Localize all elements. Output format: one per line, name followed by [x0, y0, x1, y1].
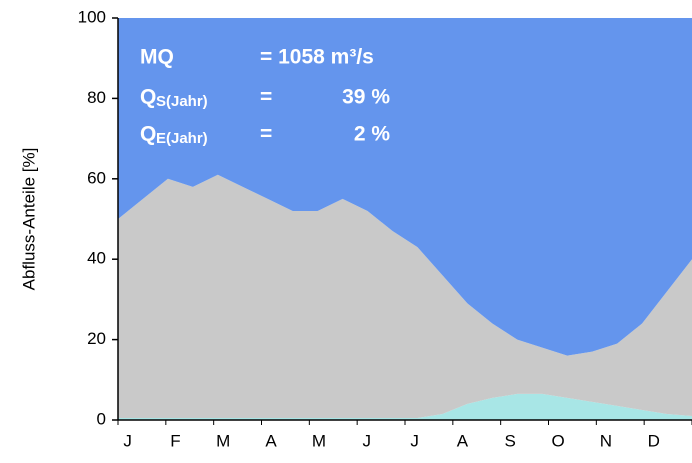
- y-axis-label: Abfluss-Anteile [%]: [19, 148, 38, 291]
- y-tick-label: 40: [87, 249, 106, 268]
- x-tick-label: N: [600, 431, 612, 450]
- annotation-text: = 1058 m³/s: [260, 46, 374, 69]
- x-tick-label: M: [216, 431, 230, 450]
- x-tick-label: D: [648, 431, 660, 450]
- y-tick-label: 0: [97, 409, 106, 428]
- annotation-subscript: E(Jahr): [156, 130, 208, 147]
- y-tick-label: 60: [87, 168, 106, 187]
- y-tick-label: 80: [87, 88, 106, 107]
- annotation-text: =: [260, 86, 272, 109]
- annotation-value: 2 %: [354, 123, 391, 146]
- x-tick-label: S: [505, 431, 516, 450]
- area: [118, 18, 692, 356]
- x-tick-label: J: [410, 431, 419, 450]
- annotation-subscript: S(Jahr): [156, 93, 208, 110]
- x-tick-label: J: [123, 431, 132, 450]
- x-tick-label: J: [362, 431, 371, 450]
- annotation-symbol: Q: [140, 123, 156, 146]
- x-tick-label: M: [312, 431, 326, 450]
- annotation-symbol: MQ: [140, 46, 174, 69]
- y-tick-label: 100: [78, 7, 106, 26]
- annotation-text: =: [260, 123, 272, 146]
- annotation-symbol: Q: [140, 86, 156, 109]
- area: [118, 174, 692, 418]
- x-tick-label: F: [170, 431, 180, 450]
- area: [118, 393, 692, 420]
- annotation-value: 39 %: [342, 86, 390, 109]
- x-tick-label: A: [265, 431, 277, 450]
- x-tick-label: A: [457, 431, 469, 450]
- x-tick-label: O: [551, 431, 564, 450]
- y-tick-label: 20: [87, 329, 106, 348]
